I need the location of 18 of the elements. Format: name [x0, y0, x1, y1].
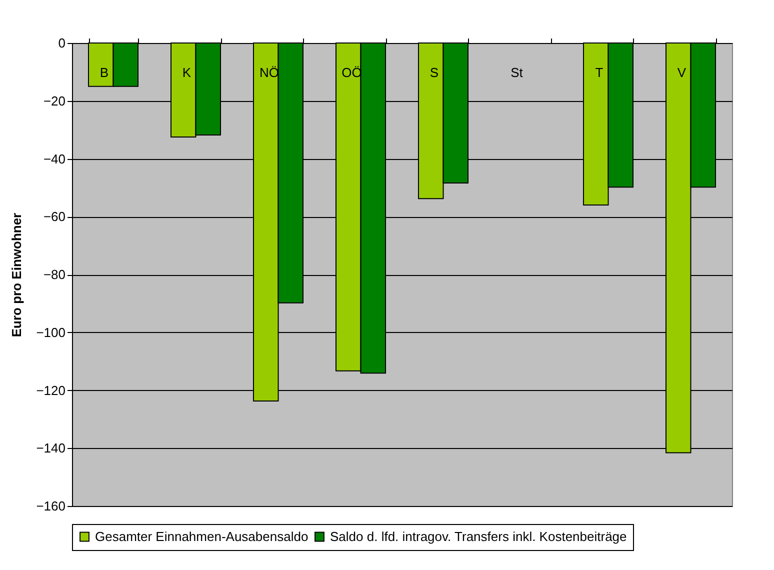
y-tick-label: −100 — [36, 324, 66, 340]
x-tick-label: S — [430, 65, 439, 80]
x-tick-label: T — [595, 65, 604, 80]
x-tick-label: St — [510, 65, 524, 80]
x-tick-label: K — [182, 65, 192, 80]
y-tick-label: 0 — [58, 36, 66, 50]
y-tick-label: −140 — [36, 440, 66, 456]
x-tick-label: B — [100, 65, 109, 80]
y-tick-label: −120 — [36, 382, 66, 398]
x-tick-label: V — [677, 65, 686, 80]
legend-label: Gesamter Einnahmen-Ausabensaldo — [95, 528, 308, 544]
y-axis-title: Euro pro Einwohner — [9, 212, 24, 338]
y-tick-label: −60 — [43, 209, 66, 224]
y-tick-label: −160 — [36, 498, 66, 514]
y-tick-label: −80 — [43, 267, 66, 282]
y-tick-label: −20 — [43, 93, 66, 108]
legend-label: Saldo d. lfd. intragov. Transfers inkl. Kostenbeiträge — [330, 528, 627, 544]
y-tick-label: −40 — [43, 151, 66, 166]
